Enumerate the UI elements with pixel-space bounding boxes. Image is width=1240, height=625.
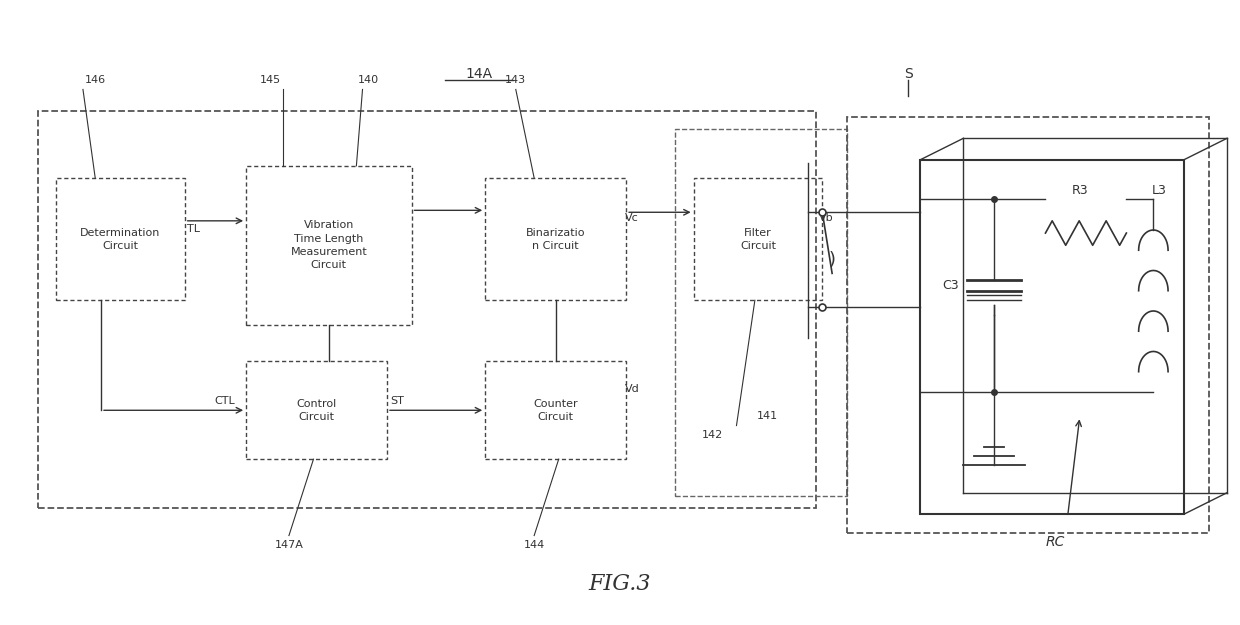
Text: 147A: 147A xyxy=(274,540,304,550)
Text: Vb: Vb xyxy=(818,213,833,222)
Text: ): ) xyxy=(828,251,836,269)
Text: Determination
Circuit: Determination Circuit xyxy=(81,228,160,251)
Bar xyxy=(56,178,185,300)
Text: Binarizatio
n Circuit: Binarizatio n Circuit xyxy=(526,228,585,251)
Text: 145: 145 xyxy=(260,75,281,85)
Bar xyxy=(485,178,626,300)
Text: 146: 146 xyxy=(84,75,105,85)
Text: TL: TL xyxy=(187,224,200,234)
Bar xyxy=(246,166,412,325)
Text: L3: L3 xyxy=(1152,184,1167,197)
Text: 143: 143 xyxy=(505,75,526,85)
Bar xyxy=(246,361,387,459)
Text: 144: 144 xyxy=(523,540,544,550)
Bar xyxy=(920,160,1184,514)
Text: 140: 140 xyxy=(358,75,379,85)
Text: Vibration
Time Length
Measurement
Circuit: Vibration Time Length Measurement Circui… xyxy=(290,221,367,270)
Bar xyxy=(693,178,822,300)
Text: C3: C3 xyxy=(942,279,960,291)
Text: ST: ST xyxy=(389,396,404,406)
Text: CTL: CTL xyxy=(215,396,236,406)
Text: Control
Circuit: Control Circuit xyxy=(296,399,337,422)
Text: R3: R3 xyxy=(1071,184,1089,197)
Bar xyxy=(675,129,847,496)
Text: Counter
Circuit: Counter Circuit xyxy=(533,399,578,422)
Bar xyxy=(37,111,816,508)
Text: Vd: Vd xyxy=(625,384,640,394)
Text: 14A: 14A xyxy=(465,67,492,81)
Text: Vc: Vc xyxy=(625,213,639,222)
Text: RC: RC xyxy=(1045,534,1065,549)
Bar xyxy=(485,361,626,459)
Text: S: S xyxy=(904,67,913,81)
Text: FIG.3: FIG.3 xyxy=(589,574,651,596)
Text: 142: 142 xyxy=(702,430,723,440)
Text: 141: 141 xyxy=(756,411,777,421)
Bar xyxy=(847,117,1209,532)
Text: Filter
Circuit: Filter Circuit xyxy=(740,228,776,251)
